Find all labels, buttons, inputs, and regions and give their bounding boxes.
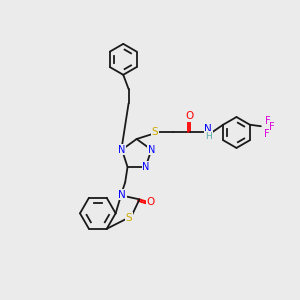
Text: F: F [265,116,271,126]
Text: O: O [147,197,155,207]
Text: N: N [118,190,126,200]
Text: S: S [152,128,158,137]
Text: N: N [148,145,155,155]
Text: F: F [264,129,270,139]
Text: N: N [204,124,212,134]
Text: N: N [142,162,149,172]
Text: O: O [186,111,194,122]
Text: F: F [269,122,275,132]
Text: H: H [205,131,211,140]
Text: S: S [126,213,132,223]
Text: N: N [118,145,126,155]
